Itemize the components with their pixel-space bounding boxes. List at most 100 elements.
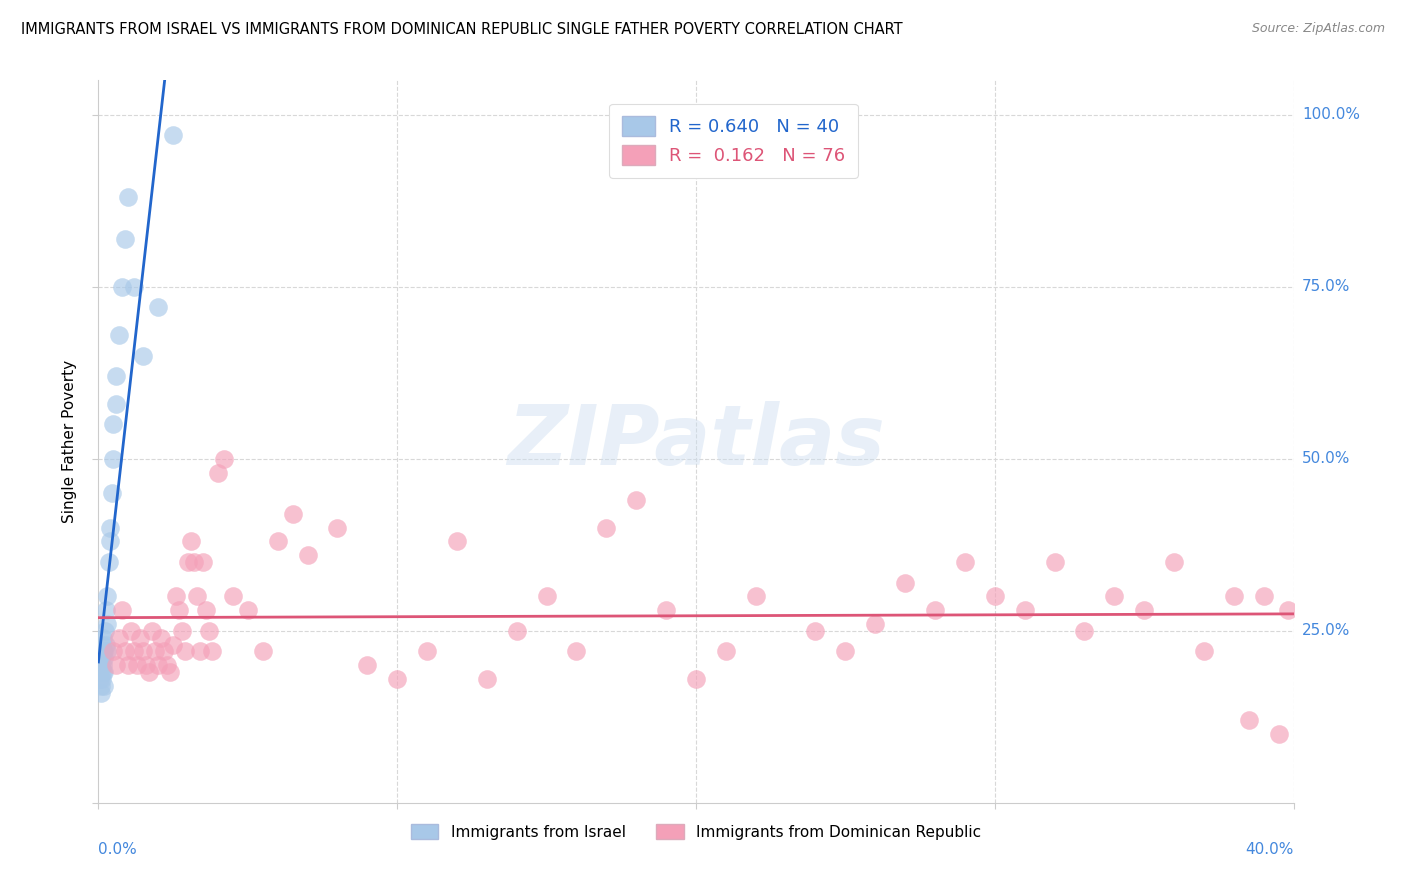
Point bbox=[506, 624, 529, 638]
Point bbox=[180, 534, 202, 549]
Point bbox=[865, 616, 887, 631]
Point bbox=[195, 603, 218, 617]
Point bbox=[212, 451, 235, 466]
Point bbox=[804, 624, 827, 638]
Point bbox=[96, 590, 118, 604]
Point bbox=[1253, 590, 1275, 604]
Point bbox=[385, 672, 409, 686]
Point bbox=[953, 555, 976, 569]
Point bbox=[105, 658, 128, 673]
Point bbox=[1014, 603, 1036, 617]
Point bbox=[93, 665, 115, 679]
Point bbox=[183, 555, 205, 569]
Point bbox=[117, 658, 139, 673]
Point bbox=[103, 451, 125, 466]
Point bbox=[446, 534, 468, 549]
Point bbox=[685, 672, 707, 686]
Point bbox=[1267, 727, 1289, 741]
Point bbox=[138, 665, 160, 679]
Point bbox=[94, 603, 117, 617]
Point bbox=[94, 638, 117, 652]
Point bbox=[97, 555, 120, 569]
Point bbox=[191, 555, 214, 569]
Point bbox=[89, 658, 111, 673]
Point bbox=[924, 603, 946, 617]
Point bbox=[91, 658, 114, 673]
Point bbox=[111, 603, 134, 617]
Point bbox=[96, 616, 118, 631]
Point bbox=[135, 658, 157, 673]
Point bbox=[1073, 624, 1095, 638]
Point bbox=[120, 624, 142, 638]
Point bbox=[114, 231, 136, 245]
Point bbox=[162, 638, 184, 652]
Point bbox=[91, 631, 114, 645]
Point bbox=[281, 507, 304, 521]
Point bbox=[1163, 555, 1185, 569]
Point bbox=[127, 658, 149, 673]
Point bbox=[96, 644, 118, 658]
Y-axis label: Single Father Poverty: Single Father Poverty bbox=[62, 360, 77, 523]
Point bbox=[93, 679, 115, 693]
Point bbox=[90, 651, 112, 665]
Point bbox=[98, 520, 122, 534]
Point bbox=[356, 658, 378, 673]
Point bbox=[124, 279, 146, 293]
Point bbox=[91, 672, 114, 686]
Point bbox=[103, 644, 125, 658]
Point bbox=[91, 644, 114, 658]
Point bbox=[174, 644, 197, 658]
Point bbox=[167, 603, 190, 617]
Point bbox=[105, 397, 128, 411]
Point bbox=[745, 590, 768, 604]
Point bbox=[90, 686, 112, 700]
Text: IMMIGRANTS FROM ISRAEL VS IMMIGRANTS FROM DOMINICAN REPUBLIC SINGLE FATHER POVER: IMMIGRANTS FROM ISRAEL VS IMMIGRANTS FRO… bbox=[21, 22, 903, 37]
Point bbox=[111, 279, 134, 293]
Text: ZIPatlas: ZIPatlas bbox=[508, 401, 884, 482]
Point bbox=[626, 493, 648, 508]
Point bbox=[143, 644, 166, 658]
Text: 0.0%: 0.0% bbox=[98, 842, 138, 856]
Point bbox=[894, 575, 917, 590]
Point bbox=[101, 486, 124, 500]
Point bbox=[90, 658, 112, 673]
Point bbox=[1223, 590, 1246, 604]
Point bbox=[159, 665, 181, 679]
Point bbox=[172, 624, 194, 638]
Point bbox=[1104, 590, 1126, 604]
Point bbox=[207, 466, 229, 480]
Point bbox=[536, 590, 558, 604]
Point bbox=[93, 651, 115, 665]
Point bbox=[655, 603, 678, 617]
Point bbox=[132, 349, 155, 363]
Point bbox=[475, 672, 498, 686]
Text: 40.0%: 40.0% bbox=[1246, 842, 1294, 856]
Point bbox=[834, 644, 856, 658]
Point bbox=[1237, 713, 1260, 727]
Point bbox=[91, 638, 114, 652]
Point bbox=[108, 631, 131, 645]
Point bbox=[236, 603, 259, 617]
Point bbox=[129, 631, 152, 645]
Point bbox=[117, 190, 139, 204]
Text: 75.0%: 75.0% bbox=[1302, 279, 1350, 294]
Point bbox=[103, 417, 125, 432]
Point bbox=[114, 644, 136, 658]
Point bbox=[148, 658, 170, 673]
Point bbox=[94, 624, 117, 638]
Point bbox=[93, 665, 115, 679]
Point bbox=[148, 301, 170, 315]
Point bbox=[326, 520, 349, 534]
Point bbox=[98, 534, 122, 549]
Point bbox=[177, 555, 200, 569]
Point bbox=[153, 644, 176, 658]
Point bbox=[565, 644, 588, 658]
Point bbox=[416, 644, 439, 658]
Point bbox=[150, 631, 173, 645]
Point bbox=[1133, 603, 1156, 617]
Point bbox=[141, 624, 163, 638]
Point bbox=[89, 679, 111, 693]
Text: Source: ZipAtlas.com: Source: ZipAtlas.com bbox=[1251, 22, 1385, 36]
Point bbox=[186, 590, 208, 604]
Point bbox=[90, 665, 112, 679]
